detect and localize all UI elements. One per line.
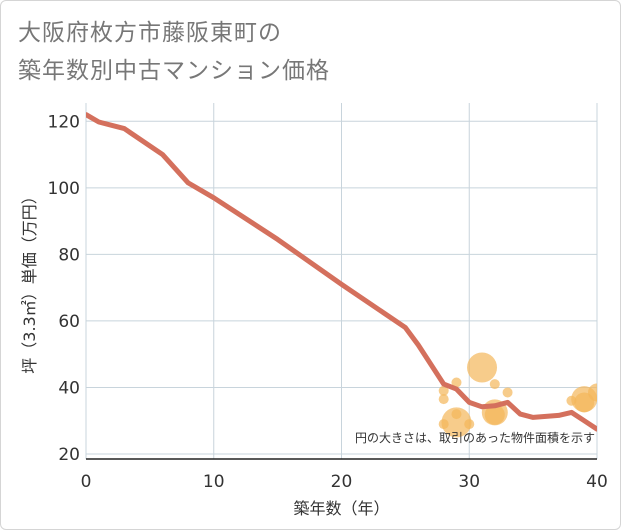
bubble-size-note: 円の大きさは、取引のあった物件面積を示す [355, 430, 595, 445]
chart-title: 大阪府枚方市藤阪東町の 築年数別中古マンション価格 [18, 14, 578, 90]
x-tick-label: 40 [586, 472, 608, 492]
y-axis-title: 坪（3.3㎡）単価（万円） [20, 188, 39, 373]
y-tick-label: 20 [58, 445, 80, 465]
bubble-point [489, 379, 500, 390]
x-tick-label: 0 [81, 472, 92, 492]
bubble-point [441, 407, 472, 438]
line-layer [86, 112, 597, 432]
y-tick-label: 100 [48, 179, 80, 199]
bubble-point [484, 404, 505, 425]
bubble-point [588, 383, 597, 402]
chart-title-line-1: 大阪府枚方市藤阪東町の [18, 20, 282, 46]
y-tick-label: 40 [58, 378, 80, 398]
bubble-point [438, 385, 449, 396]
chart-title-line-2: 築年数別中古マンション価格 [18, 58, 330, 84]
y-tick-label: 60 [58, 312, 80, 332]
bubble-layer [438, 352, 597, 438]
grid-layer [85, 103, 598, 459]
bubble-point [451, 377, 462, 388]
y-tick-label: 80 [58, 245, 80, 265]
x-tick-label: 10 [203, 472, 225, 492]
x-axis-title: 築年数（年） [293, 499, 389, 518]
bubble-point [438, 394, 449, 405]
price-trend-line [86, 112, 597, 432]
tick-layer: 0 10 20 30 40 20 40 60 80 100 120 [48, 112, 608, 492]
x-tick-label: 20 [331, 472, 353, 492]
bubble-point [464, 419, 475, 430]
x-tick-label: 30 [458, 472, 480, 492]
bubble-point [502, 387, 513, 398]
bubble-point [574, 392, 595, 413]
y-tick-label: 120 [48, 112, 80, 132]
bubble-point [467, 352, 498, 383]
